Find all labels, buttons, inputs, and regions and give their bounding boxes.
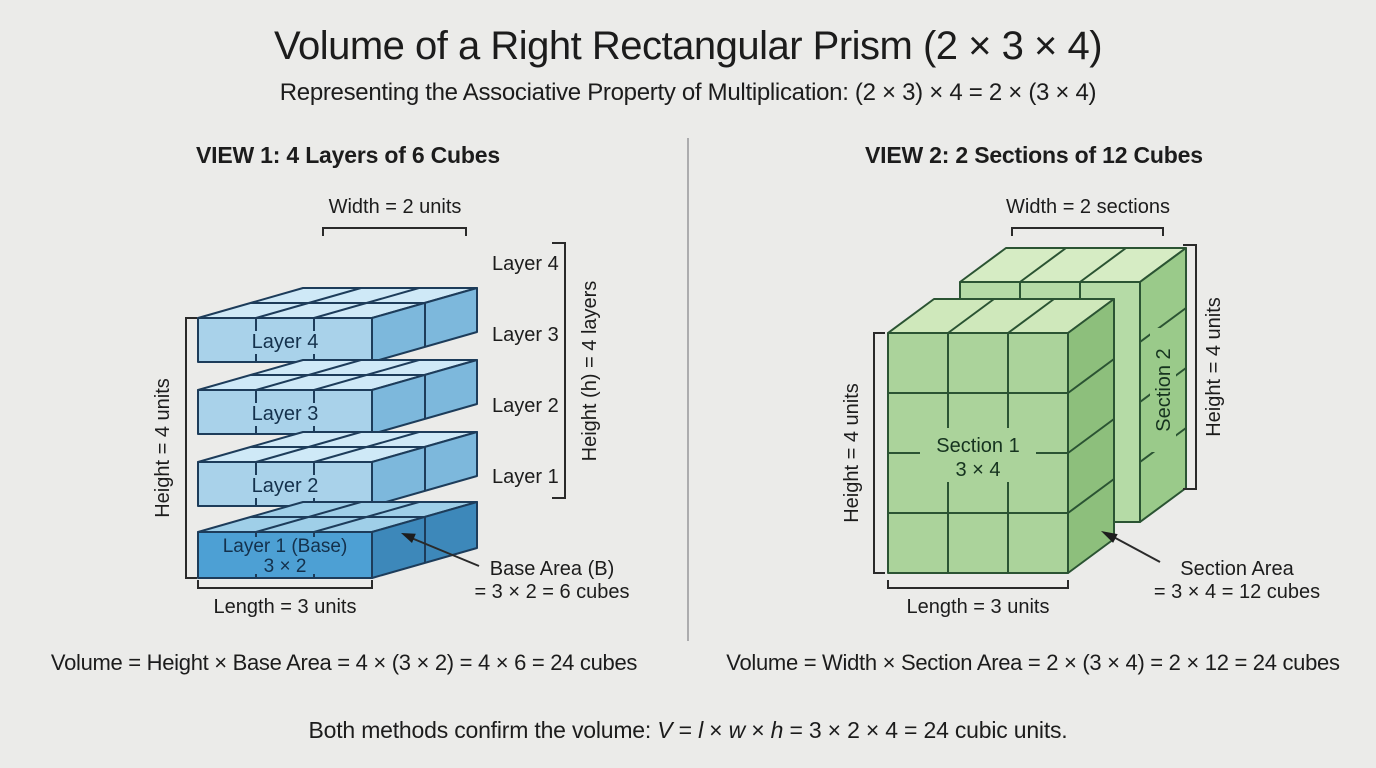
layer1-base-slab: Layer 1 (Base) 3 × 2 bbox=[197, 501, 478, 579]
v2-length-bracket bbox=[887, 580, 1069, 589]
view2-section-prism: Section 2 Section 1 3 × 4 bbox=[873, 227, 1197, 589]
footer-var-w: w bbox=[728, 717, 746, 743]
footer-var-l: l bbox=[698, 717, 703, 743]
v2-section-area-annotation-line1: Section Area bbox=[1180, 558, 1294, 580]
section1-label-backing bbox=[920, 428, 1036, 482]
v2-height-left-bracket bbox=[873, 332, 885, 574]
page-subtitle: Representing the Associative Property of… bbox=[279, 79, 1097, 106]
v2-section-area-arrow-line bbox=[1107, 533, 1161, 563]
v1-height-left-bracket bbox=[185, 317, 197, 579]
layer4-label-backing bbox=[240, 331, 330, 354]
section2-label-backing bbox=[1150, 328, 1176, 452]
section1-face-label-line2: 3 × 4 bbox=[955, 459, 1000, 481]
layer2-face-label: Layer 2 bbox=[252, 475, 319, 497]
v1-height-left-label: Height = 4 units bbox=[152, 378, 174, 518]
v2-section-area-annotation: Section Area = 3 × 4 = 12 cubes bbox=[1142, 558, 1332, 604]
v2-height-left-label: Height = 4 units bbox=[841, 383, 863, 523]
layer1-face-label-line2: 3 × 2 bbox=[264, 556, 307, 577]
footer-var-v: V bbox=[657, 717, 673, 743]
layer3-label-backing bbox=[240, 403, 330, 426]
v2-width-bracket bbox=[1011, 227, 1164, 236]
section1-slab: Section 1 3 × 4 bbox=[887, 298, 1115, 574]
layer4-slab: Layer 4 bbox=[197, 287, 478, 363]
layer2-label-backing bbox=[240, 475, 330, 498]
v1-volume-formula: Volume = Height × Base Area = 4 × (3 × 2… bbox=[50, 650, 638, 675]
v1-length-bracket bbox=[197, 580, 373, 589]
v1-base-area-arrow-line bbox=[408, 536, 480, 567]
v1-height-right-bracket bbox=[552, 242, 566, 499]
section2-face-label: Section 2 bbox=[1153, 348, 1175, 431]
v2-section-area-arrowhead bbox=[1101, 531, 1118, 543]
v1-side-label-layer2: Layer 2 bbox=[492, 395, 559, 417]
layer3-face-label: Layer 3 bbox=[252, 403, 319, 425]
view1-heading: VIEW 1: 4 Layers of 6 Cubes bbox=[196, 142, 500, 168]
v2-length-label: Length = 3 units bbox=[906, 596, 1050, 618]
v2-height-right-bracket bbox=[1183, 244, 1197, 490]
layer3-slab: Layer 3 bbox=[197, 359, 478, 435]
v1-base-area-annotation: Base Area (B) = 3 × 2 = 6 cubes bbox=[457, 558, 647, 604]
v1-base-area-annotation-line1: Base Area (B) bbox=[489, 558, 615, 580]
footer-part-0: Both methods confirm the volume: bbox=[308, 717, 658, 743]
v1-width-bracket bbox=[322, 227, 467, 236]
view1-layer-stack: Layer 4 Layer 3 Layer 2 bbox=[185, 227, 566, 589]
view2-heading: VIEW 2: 2 Sections of 12 Cubes bbox=[865, 142, 1203, 168]
v1-base-area-annotation-line2: = 3 × 2 = 6 cubes bbox=[474, 581, 630, 603]
footer-conclusion: Both methods confirm the volume: V = l ×… bbox=[0, 717, 1376, 744]
v1-height-right-label: Height (h) = 4 layers bbox=[579, 280, 601, 462]
layer2-slab: Layer 2 bbox=[197, 431, 478, 507]
footer-part-8: = 3 × 2 × 4 = 24 cubic units. bbox=[783, 717, 1068, 743]
layer4-face-label: Layer 4 bbox=[252, 331, 319, 353]
v1-width-label: Width = 2 units bbox=[328, 196, 462, 218]
v2-height-right-label: Height = 4 units bbox=[1203, 297, 1225, 437]
v1-side-label-layer3: Layer 3 bbox=[492, 324, 559, 346]
section1-face-label-line1: Section 1 bbox=[936, 435, 1019, 457]
v2-volume-formula: Volume = Width × Section Area = 2 × (3 ×… bbox=[726, 650, 1340, 675]
layer1-label-backing bbox=[225, 537, 345, 574]
footer-part-6: × bbox=[745, 717, 771, 743]
page-title: Volume of a Right Rectangular Prism (2 ×… bbox=[273, 24, 1103, 68]
v2-width-label: Width = 2 sections bbox=[1006, 196, 1170, 218]
v1-side-label-layer1: Layer 1 bbox=[492, 466, 559, 488]
footer-part-4: × bbox=[702, 717, 729, 743]
v1-length-label: Length = 3 units bbox=[213, 596, 357, 618]
v1-side-label-layer4: Layer 4 bbox=[492, 253, 559, 275]
footer-part-2: = bbox=[672, 717, 699, 743]
layer1-face-label-line1: Layer 1 (Base) bbox=[223, 536, 348, 557]
v2-section-area-annotation-line2: = 3 × 4 = 12 cubes bbox=[1153, 581, 1321, 603]
v1-base-area-arrowhead bbox=[401, 533, 416, 543]
footer-var-h: h bbox=[770, 717, 784, 743]
